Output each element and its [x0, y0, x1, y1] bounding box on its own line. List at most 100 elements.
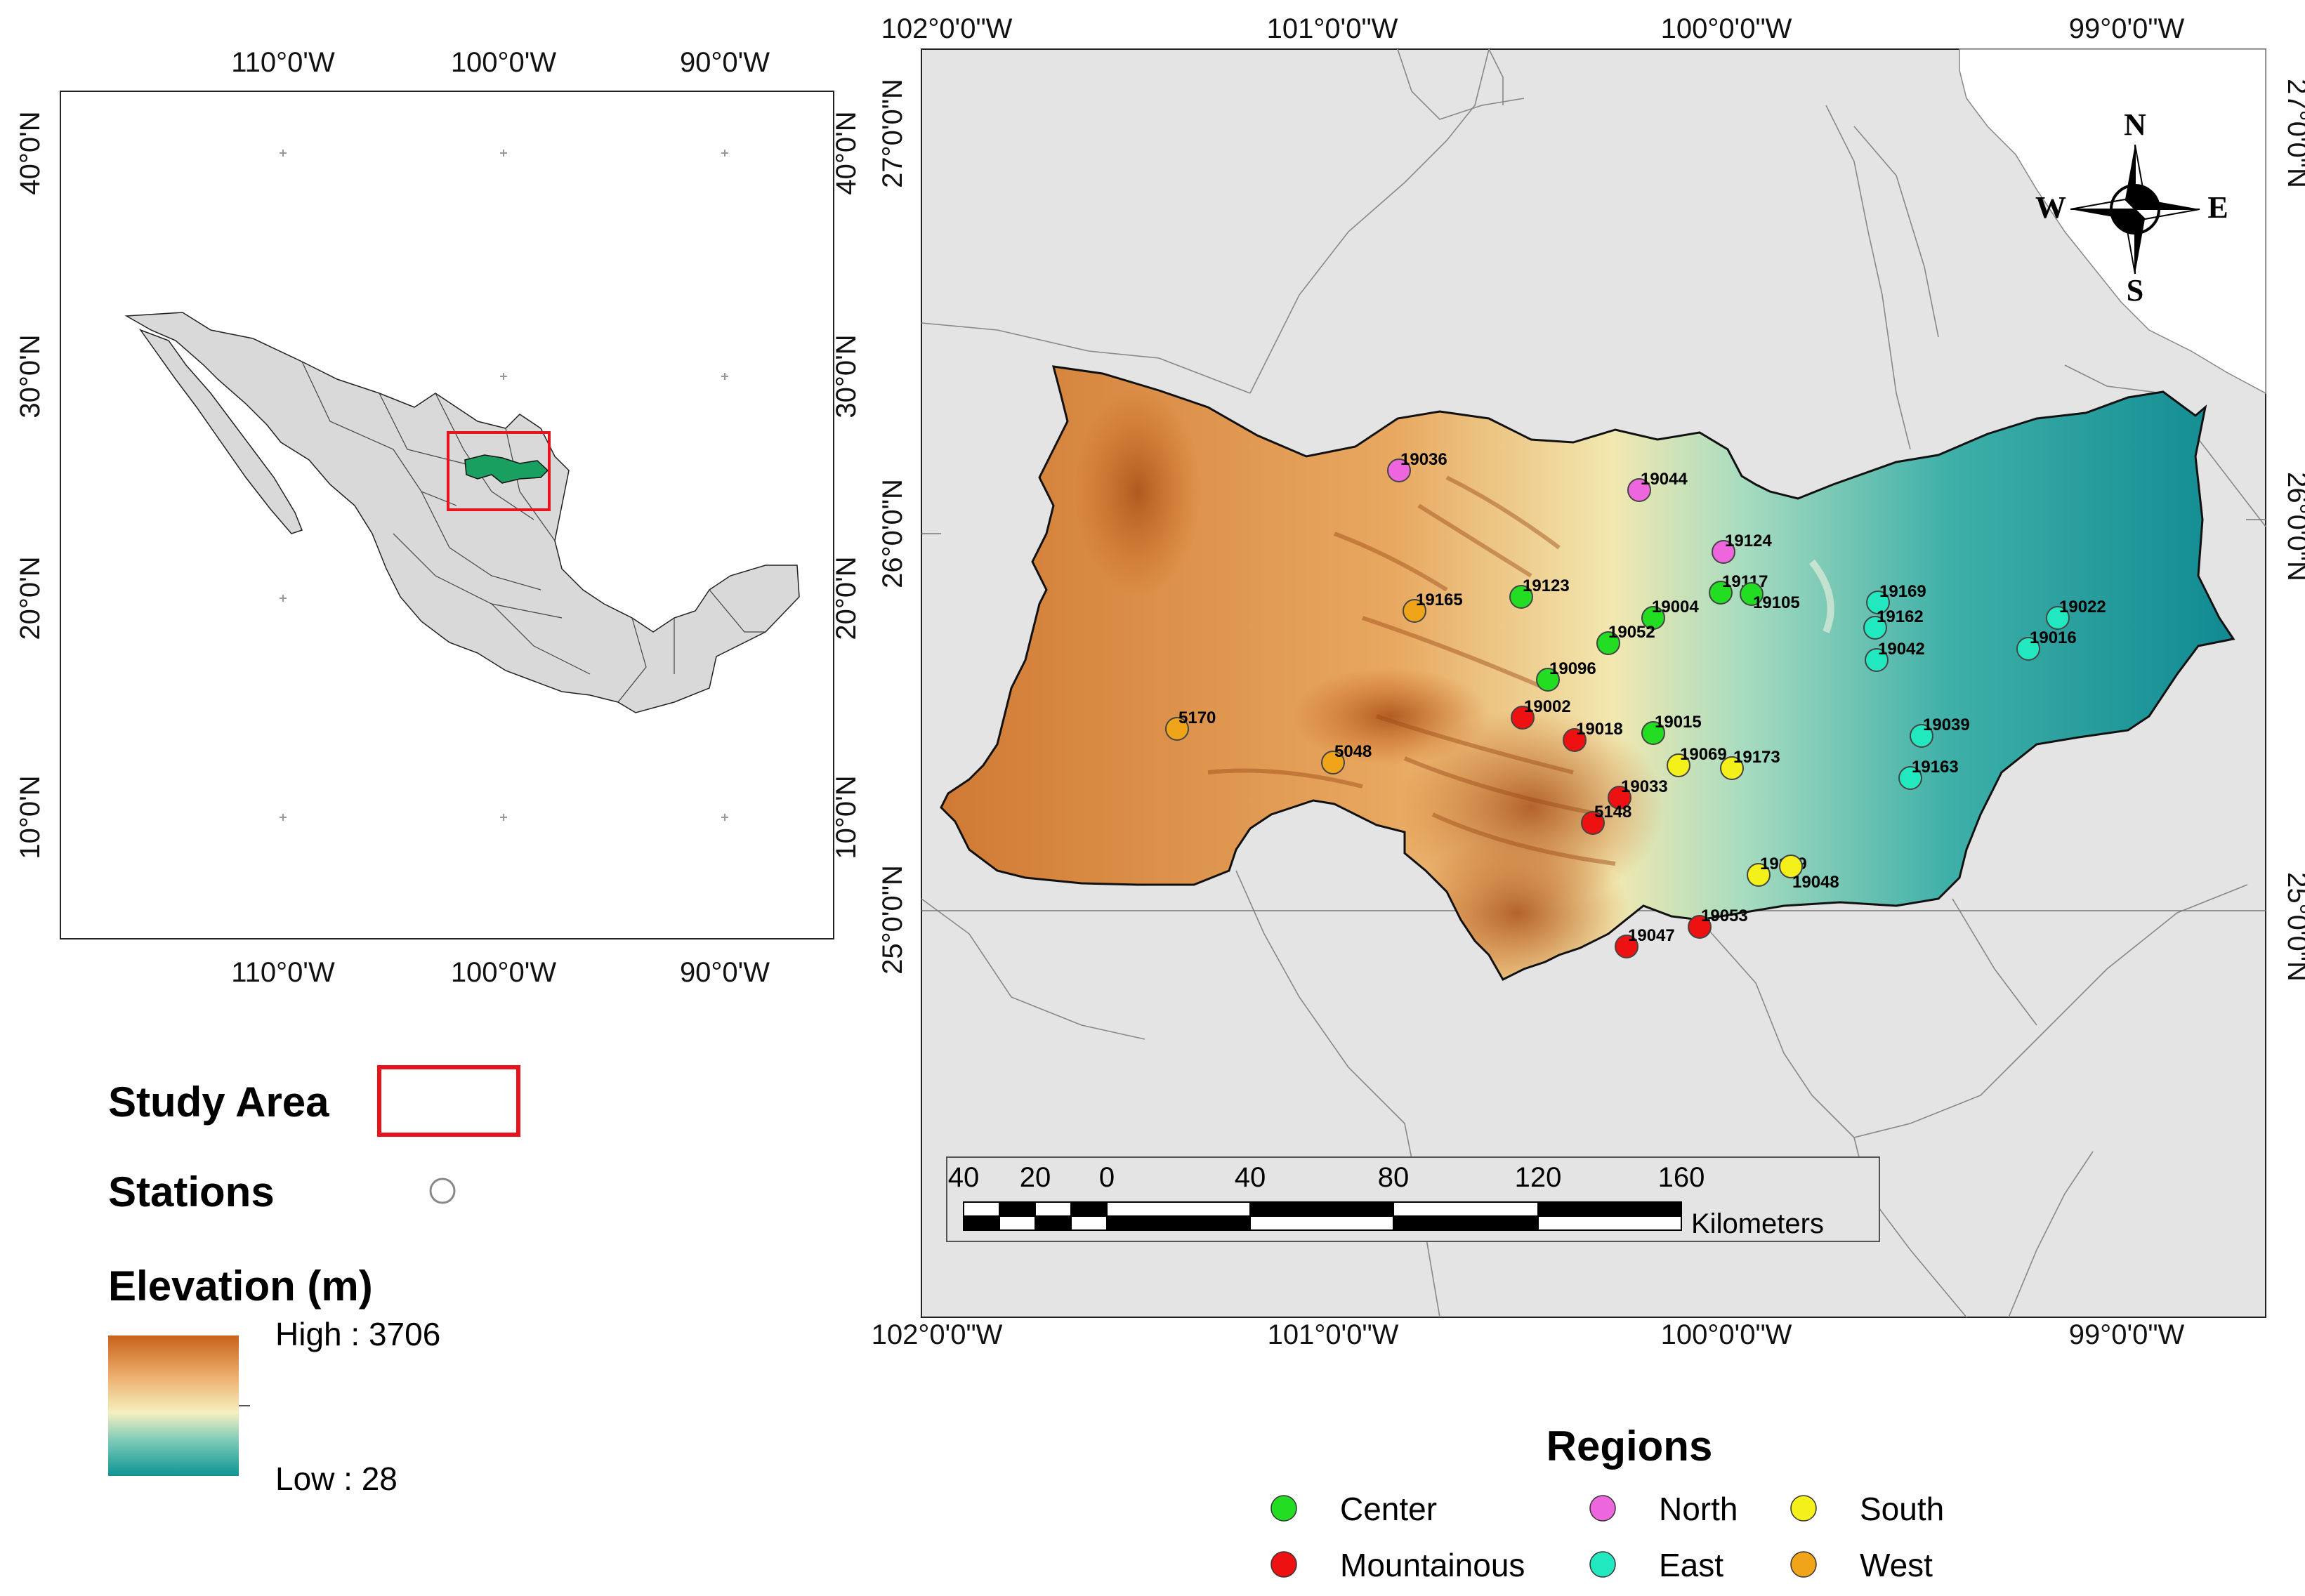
- station-point: [1511, 706, 1535, 730]
- station-marker: 19069: [1667, 745, 1727, 777]
- station-marker: 19044: [1627, 470, 1688, 502]
- station-point: [1898, 766, 1922, 790]
- scale-label: 120: [1515, 1162, 1562, 1193]
- station-point: [2016, 637, 2040, 661]
- main-top-tick: 100°0'0"W: [1661, 13, 1792, 44]
- station-point: [1910, 724, 1933, 748]
- station-label: 5148: [1594, 803, 1631, 822]
- station-label: 19169: [1879, 582, 1926, 601]
- main-bottom-tick: 102°0'0"W: [872, 1319, 1003, 1350]
- scale-bar: 40 20 0 40 80 120 160: [946, 1156, 1880, 1242]
- station-label: 19163: [1912, 758, 1959, 777]
- inset-right-tick: 40°0'N: [831, 111, 862, 194]
- main-left-tick: 27°0'0"N: [877, 79, 908, 188]
- station-point: [1865, 648, 1889, 672]
- compass-w: W: [2035, 190, 2066, 225]
- station-label: 19002: [1524, 697, 1571, 716]
- station-label: 19047: [1628, 926, 1675, 945]
- legend-elevation-title: Elevation (m): [108, 1262, 373, 1310]
- station-marker: 19052: [1596, 623, 1655, 655]
- station-label: 19096: [1549, 659, 1596, 678]
- north-arrow-icon: N S E W: [2035, 107, 2228, 308]
- station-marker: 19165: [1403, 591, 1463, 623]
- station-label: 19048: [1792, 873, 1839, 892]
- station-marker: 19053: [1688, 906, 1748, 939]
- scale-label: 160: [1658, 1162, 1705, 1193]
- station-marker: 19039: [1910, 715, 1970, 748]
- region-label: North: [1659, 1491, 1738, 1527]
- station-point: [1165, 717, 1189, 741]
- station-label: 19069: [1680, 745, 1727, 764]
- inset-right-tick: 30°0'N: [831, 334, 862, 418]
- scale-bar-labels: 40 20 0 40 80 120 160: [948, 1162, 1705, 1193]
- station-label: 19162: [1877, 607, 1924, 626]
- region-swatch: [1589, 1495, 1616, 1522]
- scale-label: 0: [1099, 1162, 1115, 1193]
- inset-top-ticks: 110°0'W 100°0'W 90°0'W: [231, 47, 770, 78]
- inset-top-tick: 90°0'W: [680, 47, 770, 78]
- elevation-high: High : 3706: [275, 1316, 440, 1352]
- region-item-north: North: [1589, 1491, 1738, 1527]
- station-point: [1387, 459, 1411, 482]
- station-label: 5048: [1334, 742, 1372, 761]
- inset-left-tick: 10°0'N: [15, 775, 46, 859]
- inset-top-tick: 110°0'W: [231, 47, 335, 78]
- region-swatch: [1790, 1551, 1817, 1578]
- baja-california: [138, 329, 303, 534]
- main-top-tick: 99°0'0"W: [2069, 13, 2185, 44]
- station-marker: 19173: [1720, 748, 1780, 780]
- region-swatch: [1270, 1495, 1297, 1522]
- station-label: 19173: [1733, 748, 1780, 767]
- station-point: [1641, 721, 1665, 745]
- station-marker: 19002: [1511, 697, 1571, 730]
- region-label: South: [1860, 1491, 1944, 1527]
- station-point: [1403, 599, 1426, 623]
- main-left-tick: 25°0'0"N: [877, 865, 908, 975]
- main-bottom-tick: 99°0'0"W: [2069, 1319, 2185, 1350]
- legend-stations-label: Stations: [108, 1168, 275, 1215]
- station-point: [1581, 811, 1605, 835]
- station-label: 19016: [2030, 628, 2077, 647]
- main-right-tick: 25°0'0"N: [2282, 872, 2305, 982]
- inset-bottom-tick: 100°0'W: [451, 957, 557, 988]
- inset-right-tick: 20°0'N: [831, 556, 862, 640]
- station-label: 19018: [1576, 720, 1623, 739]
- inset-bottom-ticks: 110°0'W 100°0'W 90°0'W: [231, 957, 770, 988]
- station-point: [1615, 935, 1639, 958]
- study-area-shape: [464, 454, 549, 484]
- main-top-ticks: 102°0'0"W 101°0'0"W 100°0'0"W 99°0'0"W: [881, 13, 2185, 44]
- station-point: [1779, 855, 1803, 878]
- station-point: [1863, 616, 1887, 640]
- station-point: [1596, 631, 1620, 655]
- station-label: 19044: [1641, 470, 1688, 489]
- inset-right-tick: 10°0'N: [831, 775, 862, 859]
- station-point: [1627, 478, 1651, 502]
- main-left-ticks: 27°0'0"N 26°0'0"N 25°0'0"N: [877, 79, 908, 975]
- station-marker: 19004: [1641, 598, 1699, 630]
- mexico-outline: [124, 312, 800, 713]
- station-marker: 19016: [2016, 628, 2077, 661]
- scale-label: 40: [1235, 1162, 1266, 1193]
- scale-label: 40: [948, 1162, 980, 1193]
- main-top-tick: 101°0'0"W: [1267, 13, 1398, 44]
- station-marker: 19169: [1866, 582, 1926, 614]
- station-label: 19052: [1608, 623, 1655, 642]
- region-item-west: West: [1790, 1547, 1933, 1583]
- station-marker: 19162: [1863, 607, 1924, 640]
- station-marker: 5048: [1321, 742, 1372, 774]
- station-point: [1321, 751, 1345, 774]
- station-point: [2046, 606, 2070, 630]
- legend-study-area-label: Study Area: [108, 1079, 329, 1126]
- region-item-east: East: [1589, 1547, 1723, 1583]
- station-label: 19033: [1621, 777, 1668, 796]
- main-top-tick: 102°0'0"W: [881, 13, 1013, 44]
- station-point: [1747, 863, 1771, 887]
- study-area-box: [447, 431, 551, 511]
- station-label: 19039: [1923, 715, 1970, 734]
- station-marker: 19022: [2046, 598, 2106, 630]
- station-label: 5170: [1178, 708, 1216, 727]
- station-marker: 5148: [1581, 803, 1631, 835]
- station-marker: 19015: [1641, 713, 1702, 745]
- main-right-tick: 27°0'0"N: [2282, 79, 2305, 188]
